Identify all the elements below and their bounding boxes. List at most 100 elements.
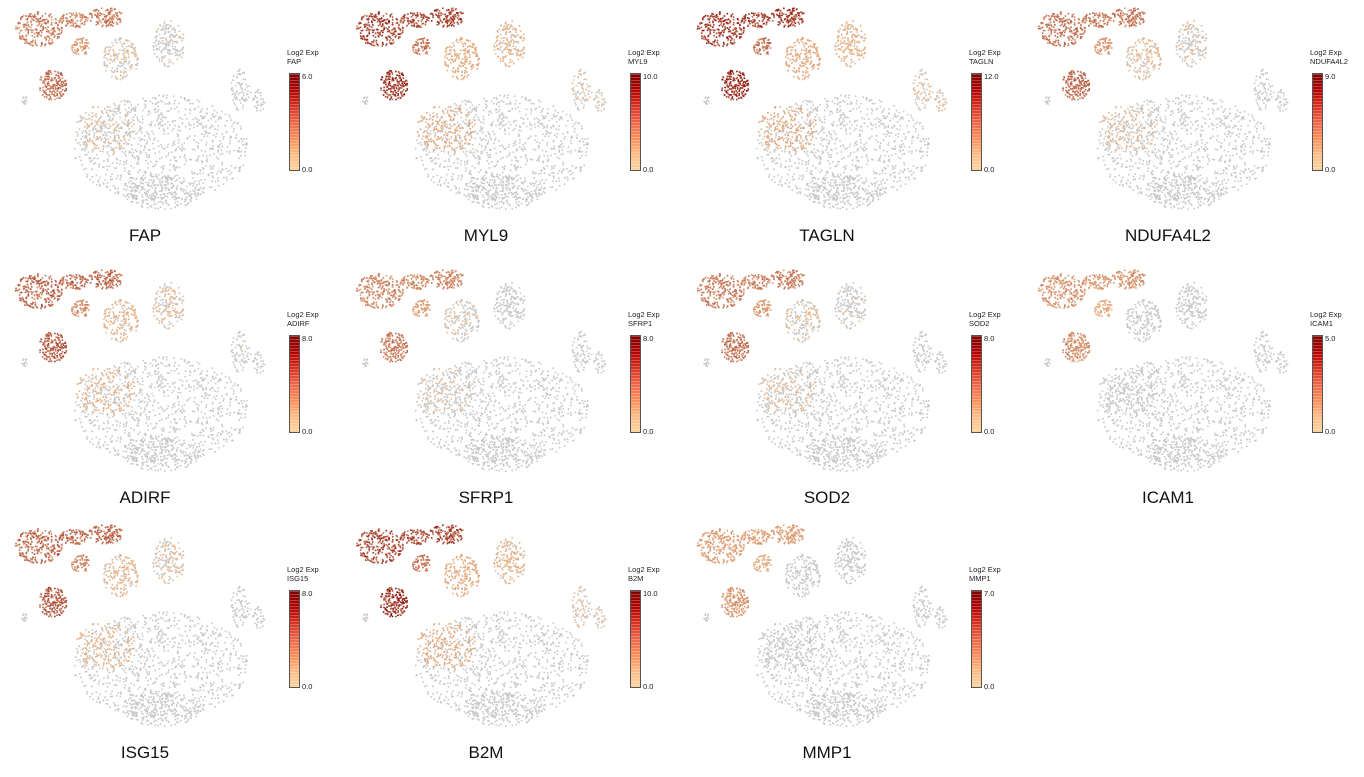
cell-point <box>89 20 92 22</box>
cell-point <box>123 70 125 72</box>
cell-point <box>443 145 446 147</box>
cell-point <box>537 118 539 121</box>
cell-point <box>233 96 236 98</box>
cell-point <box>71 14 73 16</box>
cell-point <box>62 82 65 84</box>
cell-point <box>143 191 146 194</box>
cell-point <box>499 122 501 125</box>
cell-point <box>567 120 569 122</box>
cell-point <box>109 175 112 178</box>
cell-point <box>164 65 167 67</box>
cell-point <box>583 164 585 167</box>
color-legend: Log2 Exp MYL9 10.0 0.0 <box>628 48 682 188</box>
cell-point <box>119 61 121 63</box>
cell-point <box>532 170 534 173</box>
cell-point <box>502 29 505 31</box>
cell-point <box>368 15 371 17</box>
cell-point <box>46 77 49 80</box>
cell-point <box>385 27 388 29</box>
cell-point <box>145 181 148 184</box>
cell-point <box>109 13 111 15</box>
cell-point <box>25 18 27 20</box>
cell-point <box>449 23 451 26</box>
cell-point <box>31 18 33 20</box>
cell-point <box>75 131 78 133</box>
cell-point <box>52 28 54 30</box>
cell-point <box>105 185 108 188</box>
cell-point <box>136 186 138 189</box>
cell-point <box>394 30 396 33</box>
cell-point <box>380 25 383 28</box>
cell-point <box>472 183 474 185</box>
cell-point <box>54 91 57 94</box>
cell-point <box>433 115 435 118</box>
cell-point <box>582 140 585 143</box>
cell-point <box>162 37 164 39</box>
cell-point <box>142 179 145 182</box>
cell-point <box>588 90 590 93</box>
cell-point <box>77 38 79 41</box>
cell-point <box>457 177 459 180</box>
cell-point <box>189 112 191 115</box>
cell-point <box>181 146 184 148</box>
cell-point <box>70 12 73 15</box>
cell-point <box>460 41 463 43</box>
cell-point <box>222 176 225 179</box>
cell-point <box>153 165 156 168</box>
cell-point <box>515 124 517 127</box>
cell-point <box>103 64 106 66</box>
cell-point <box>21 35 24 37</box>
cell-point <box>231 93 234 95</box>
cell-point <box>75 52 78 55</box>
cell-point <box>522 143 524 146</box>
cell-point <box>198 188 201 191</box>
cell-point <box>122 42 125 44</box>
cell-point <box>393 33 396 35</box>
cell-point <box>364 101 366 103</box>
cell-point <box>510 49 513 51</box>
cell-point <box>379 18 381 20</box>
cell-point <box>585 88 587 91</box>
cell-point <box>399 75 401 77</box>
cell-point <box>499 57 502 60</box>
cell-point <box>123 152 126 155</box>
cell-point <box>254 96 256 98</box>
cell-point <box>82 45 84 48</box>
cell-point <box>487 133 490 135</box>
cell-point <box>584 100 587 102</box>
cell-point <box>459 65 462 68</box>
cell-point <box>502 181 505 184</box>
cell-point <box>181 37 184 40</box>
cell-point <box>158 116 160 119</box>
cell-point <box>123 99 125 102</box>
cell-point <box>535 193 538 196</box>
cell-point <box>458 134 461 137</box>
cell-point <box>570 152 572 155</box>
cell-point <box>444 64 447 66</box>
cell-point <box>502 184 504 187</box>
cell-point <box>471 46 473 48</box>
cell-point <box>475 55 477 57</box>
cell-point <box>205 126 208 129</box>
cell-point <box>416 25 419 28</box>
cell-point <box>385 36 387 38</box>
cell-point <box>159 181 161 183</box>
cell-point <box>152 147 155 150</box>
cell-point <box>147 184 149 186</box>
cell-point <box>495 36 498 39</box>
cell-point <box>502 177 504 180</box>
cell-point <box>539 188 542 191</box>
cell-point <box>400 20 403 22</box>
cell-point <box>405 90 407 92</box>
cell-point <box>527 203 530 205</box>
cell-point <box>385 18 387 21</box>
cell-point <box>371 26 373 28</box>
cell-point <box>538 121 540 123</box>
cell-point <box>79 115 82 117</box>
cell-point <box>552 175 555 177</box>
cell-point <box>506 184 508 186</box>
cell-point <box>154 197 157 200</box>
cell-point <box>243 138 245 140</box>
cell-point <box>29 13 31 15</box>
cell-point <box>473 177 475 180</box>
